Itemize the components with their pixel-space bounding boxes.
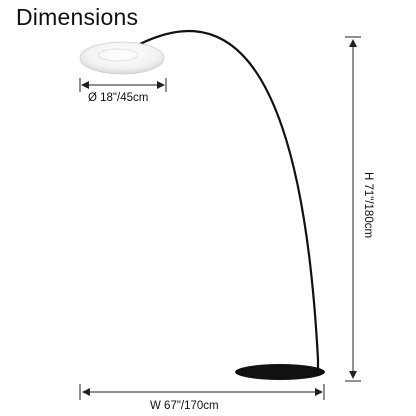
lamp-base bbox=[235, 364, 325, 380]
page-title: Dimensions bbox=[16, 4, 139, 30]
lamp-shade bbox=[79, 41, 165, 75]
shade-diameter-label: Ø 18"/45cm bbox=[88, 92, 149, 104]
lamp-arm bbox=[139, 29, 320, 361]
width-label: W 67"/170cm bbox=[150, 400, 219, 412]
height-label: H 71"/180cm bbox=[362, 171, 374, 239]
